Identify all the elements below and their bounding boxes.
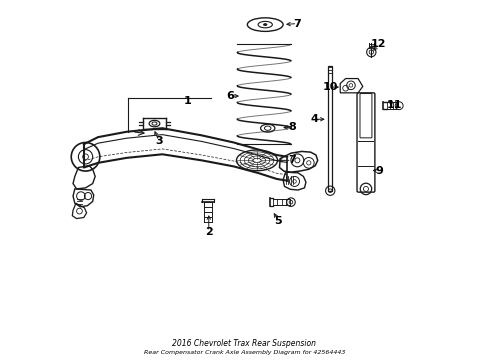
Text: 11: 11: [386, 100, 402, 110]
Text: 5: 5: [274, 216, 282, 226]
Text: 9: 9: [374, 166, 382, 176]
Text: 7: 7: [293, 18, 301, 28]
Text: Rear Compensator Crank Axle Assembly Diagram for 42564443: Rear Compensator Crank Axle Assembly Dia…: [143, 350, 345, 355]
Text: 7: 7: [287, 156, 295, 165]
Text: 6: 6: [226, 91, 234, 101]
Text: 4: 4: [309, 114, 318, 124]
Text: 1: 1: [183, 96, 191, 107]
Ellipse shape: [263, 23, 266, 26]
Text: 3: 3: [155, 136, 162, 146]
Text: 12: 12: [370, 39, 386, 49]
Text: 8: 8: [287, 122, 295, 132]
Text: 10: 10: [322, 82, 337, 92]
Text: 2: 2: [204, 227, 212, 237]
Text: 2016 Chevrolet Trax Rear Suspension: 2016 Chevrolet Trax Rear Suspension: [172, 339, 316, 348]
